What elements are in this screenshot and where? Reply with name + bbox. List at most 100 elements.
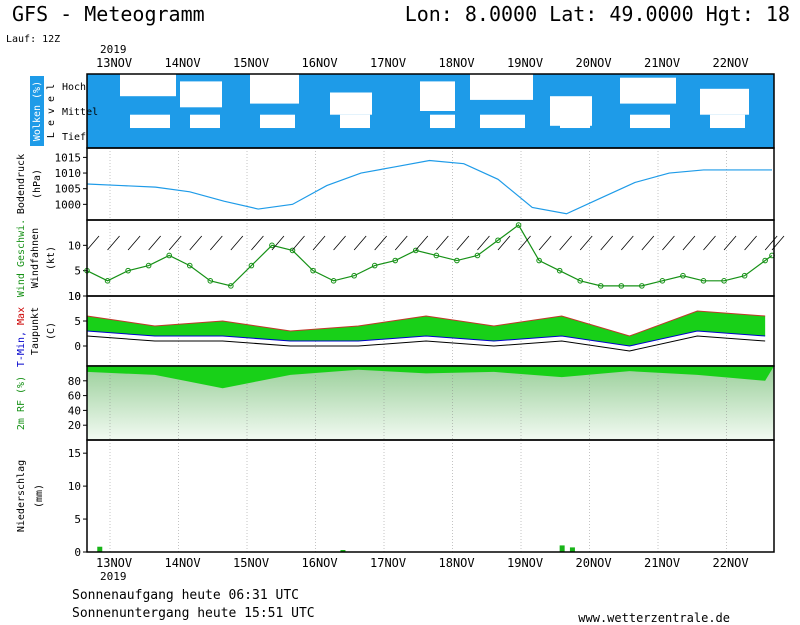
cloud-label-background [30, 76, 44, 146]
wind-speed-marker [104, 278, 111, 284]
precipitation-axis-label: Niederschlag [16, 460, 27, 532]
wind-speed-marker [371, 262, 378, 269]
wind-speed-marker [536, 257, 542, 264]
dewpoint-axis-label: Taupunkt [30, 307, 41, 355]
wind-panel: 0 5 10 Wind Geschwi. Windfahnen (kt) [16, 219, 785, 303]
humidity-axis-label: 2m RF (%) [16, 376, 27, 430]
chart-title: GFS - Meteogramm [12, 2, 205, 26]
clear-sky-block [420, 81, 455, 111]
wind-barb [559, 235, 572, 251]
wind-barb [436, 235, 449, 251]
clear-sky-block [700, 88, 749, 115]
wind-barb [723, 235, 737, 251]
wind-barb [209, 235, 223, 251]
clear-sky-block [120, 74, 176, 97]
wind-speed-marker [392, 257, 399, 264]
panel-frame [86, 219, 775, 297]
wind-barb [620, 235, 634, 251]
wind-speed-marker [186, 262, 193, 269]
date-label-top: 20NOV [576, 56, 612, 70]
wind-barb [518, 235, 531, 251]
precipitation-bar [559, 545, 565, 552]
date-label-bottom: 22NOV [713, 556, 749, 570]
date-label-top: 18NOV [439, 56, 475, 70]
level-label: Hoch [62, 82, 86, 93]
cloud-panel: Wolken (%) L e v e l Hoch Mittel Tief [30, 73, 775, 149]
y-tick-label: 80 [68, 375, 81, 388]
wind-barb [148, 235, 161, 251]
pressure-unit-label: (hPa) [32, 169, 43, 199]
wind-speed-marker [741, 272, 748, 279]
clear-sky-block [250, 74, 299, 104]
y-tick-label: 5 [74, 513, 81, 526]
wind-barb [374, 235, 388, 251]
windfahnen-axis-label: Windfahnen [30, 228, 41, 288]
year-label-top: 2019 [100, 43, 127, 56]
tmax-line [86, 310, 766, 337]
wind-speed-marker [289, 247, 296, 254]
wind-barb [641, 235, 655, 251]
temperature-panel: 0 5 10 T-Min, Max Taupunkt (C) [16, 290, 775, 367]
wind-axis-label: Wind Geschwi. [16, 219, 27, 297]
wind-speed-marker [166, 252, 172, 259]
y-tick-label: 5 [74, 265, 81, 278]
clear-sky-block [180, 81, 222, 108]
level-label: Tief [62, 132, 86, 143]
tmax-label: Max [16, 307, 27, 331]
y-tick-label: 40 [68, 404, 81, 417]
precipitation-bar [569, 547, 575, 552]
wind-speed-marker [228, 283, 234, 289]
wind-unit-label: (kt) [46, 246, 57, 270]
y-tick-label: 1000 [55, 198, 82, 211]
tmin-line [86, 330, 766, 347]
humidity-area [87, 366, 774, 389]
date-label-top: 13NOV [96, 56, 132, 70]
date-label-top: 17NOV [370, 56, 406, 70]
wind-barb [271, 235, 285, 251]
pressure-line [86, 159, 772, 215]
panel-frame [86, 439, 775, 553]
clear-sky-block [560, 114, 590, 129]
wind-barb [600, 235, 614, 251]
clear-sky-block [470, 74, 533, 100]
wind-barb [744, 235, 757, 251]
wind-barb [127, 235, 141, 251]
wind-barb [477, 235, 490, 251]
source-link[interactable]: www.wetterzentrale.de [578, 611, 730, 625]
y-tick-label: 0 [74, 546, 81, 559]
wind-barb [456, 235, 470, 251]
date-label-top: 16NOV [302, 56, 338, 70]
date-label-top: 14NOV [165, 56, 201, 70]
wind-speed-marker [762, 257, 768, 264]
wind-barb [662, 235, 675, 251]
y-tick-label: 15 [68, 447, 81, 460]
clear-sky-block [330, 92, 372, 115]
wind-speed-marker [125, 267, 131, 274]
date-label-top: 21NOV [644, 56, 680, 70]
wind-speed-marker [515, 222, 522, 228]
tmin-label: T-Min, [16, 331, 27, 367]
wind-speed-marker [556, 267, 563, 274]
date-label-bottom: 18NOV [439, 556, 475, 570]
date-label-top: 22NOV [713, 56, 749, 70]
date-label-bottom: 16NOV [302, 556, 338, 570]
precipitation-unit-label: (mm) [34, 484, 45, 508]
precipitation-bar [97, 546, 103, 552]
wind-barb [189, 235, 203, 251]
y-tick-label: 10 [68, 290, 81, 303]
wind-barb [86, 235, 100, 251]
wind-barb [353, 235, 367, 251]
temperature-unit-label: (C) [46, 322, 57, 340]
wind-speed-marker [269, 242, 275, 249]
temperature-range-area [87, 311, 766, 346]
clear-sky-block [340, 114, 370, 129]
pressure-axis-label: Bodendruck [16, 154, 27, 214]
wind-barb [764, 235, 778, 251]
year-label-bottom: 2019 [100, 570, 127, 583]
wind-speed-marker [495, 237, 501, 244]
wind-speed-marker [680, 272, 686, 279]
wind-barb [497, 235, 511, 251]
wind-speed-marker [330, 278, 337, 284]
y-tick-label: 0 [74, 290, 81, 303]
